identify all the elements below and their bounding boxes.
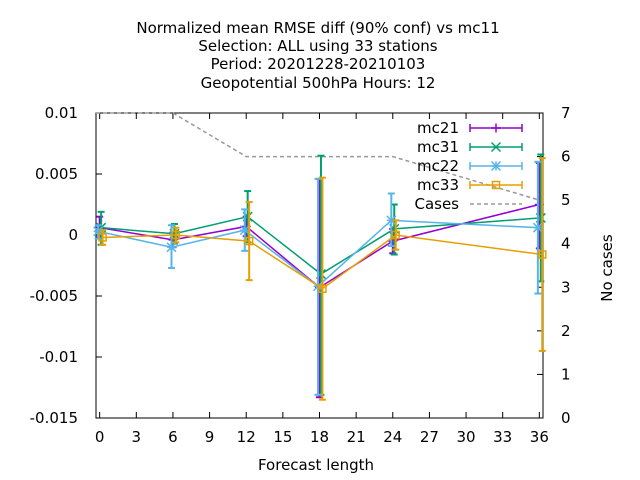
y2-tick-label: 7 xyxy=(561,104,571,122)
data-point-mc33 xyxy=(98,233,107,242)
series-mc21 xyxy=(95,162,544,399)
y2-tick-label: 4 xyxy=(561,235,571,253)
x-tick-label: 9 xyxy=(205,428,215,446)
legend-marker-mc33 xyxy=(491,180,501,190)
data-point-mc22 xyxy=(166,242,177,253)
series-line-mc22 xyxy=(98,219,538,288)
data-point-mc22 xyxy=(239,225,250,236)
x-tick-label: 3 xyxy=(132,428,142,446)
y2-tick-label: 3 xyxy=(561,278,571,296)
title-line-2: Selection: ALL using 33 stations xyxy=(198,37,437,55)
data-point-mc33 xyxy=(538,250,547,259)
x-tick-label: 21 xyxy=(347,428,366,446)
legend-marker-mc22 xyxy=(490,160,502,172)
x-tick-label: 33 xyxy=(493,428,512,446)
data-point-mc33 xyxy=(318,284,327,293)
legend-marker-mc21 xyxy=(491,123,501,133)
series-mc33 xyxy=(98,157,547,401)
title-line-1: Normalized mean RMSE diff (90% conf) vs … xyxy=(136,19,499,37)
legend-label-mc33: mc33 xyxy=(417,176,459,194)
x-tick-label: 12 xyxy=(237,428,256,446)
y2-tick-label: 1 xyxy=(561,365,571,383)
data-point-mc33 xyxy=(391,230,400,240)
y2-tick-label: 0 xyxy=(561,409,571,427)
x-tick-label: 27 xyxy=(420,428,439,446)
data-point-mc33 xyxy=(244,236,254,246)
y-tick-label: 0.005 xyxy=(35,165,78,183)
y-tick-label: 0 xyxy=(68,226,78,244)
y-tick-label: 0.01 xyxy=(45,104,78,122)
series-line-mc21 xyxy=(99,203,540,289)
series-mc31 xyxy=(96,153,546,396)
y-tick-label: -0.005 xyxy=(30,287,78,305)
chart-title: Normalized mean RMSE diff (90% conf) vs … xyxy=(136,19,499,92)
x-tick-label: 30 xyxy=(457,428,476,446)
x-tick-label: 0 xyxy=(95,428,105,446)
right-axis-label: No cases xyxy=(598,234,616,302)
series-mc22 xyxy=(93,160,543,396)
title-line-4: Geopotential 500hPa Hours: 12 xyxy=(201,74,436,92)
x-tick-label: 6 xyxy=(168,428,178,446)
x-axis-label: Forecast length xyxy=(258,456,374,474)
y2-tick-label: 2 xyxy=(561,322,571,340)
legend-label-cases: Cases xyxy=(414,195,459,213)
legend-label-mc22: mc22 xyxy=(417,157,459,175)
x-tick-label: 18 xyxy=(310,428,329,446)
series-line-mc31 xyxy=(101,215,541,275)
legend-marker-mc31 xyxy=(490,141,502,153)
legend-label-mc31: mc31 xyxy=(417,138,459,156)
x-tick-label: 15 xyxy=(273,428,292,446)
series-line-mc33 xyxy=(102,234,543,290)
y2-tick-label: 6 xyxy=(561,148,571,166)
legend-label-mc21: mc21 xyxy=(417,119,459,137)
y-tick-label: -0.01 xyxy=(39,348,78,366)
data-point-mc33 xyxy=(171,230,181,240)
x-tick-label: 36 xyxy=(530,428,549,446)
y2-tick-label: 5 xyxy=(561,191,571,209)
title-line-3: Period: 20201228-20210103 xyxy=(211,55,426,73)
x-tick-label: 24 xyxy=(383,428,402,446)
data-point-mc22 xyxy=(532,222,543,233)
y-tick-label: -0.015 xyxy=(30,409,78,427)
